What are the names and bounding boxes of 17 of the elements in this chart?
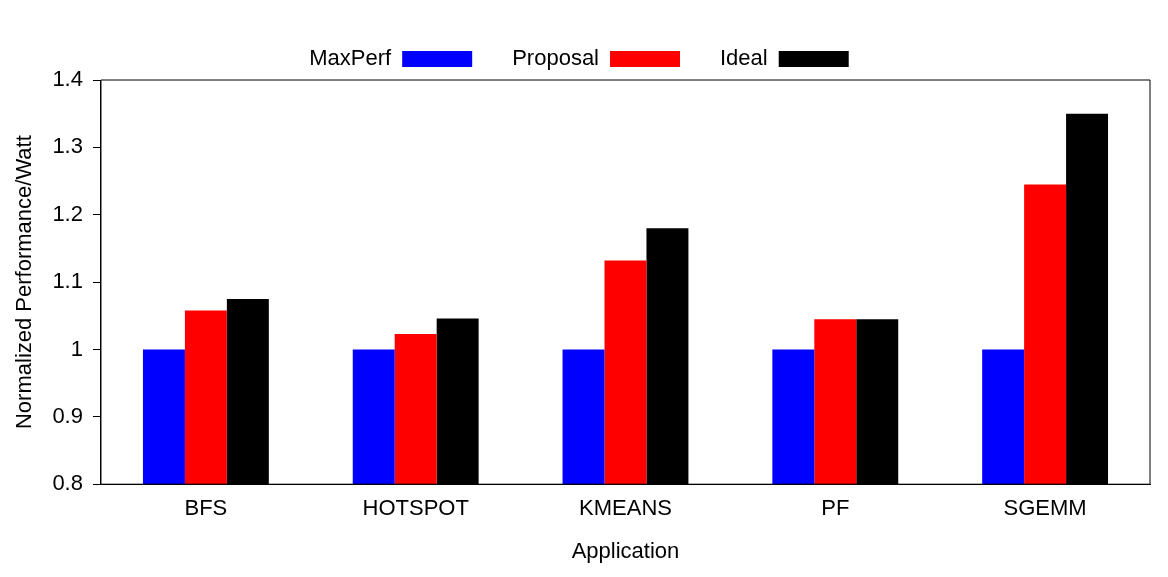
y-tick-label: 1.4 [52, 66, 83, 92]
y-tick-label: 0.8 [52, 470, 83, 496]
y-tick-label: 1.2 [52, 200, 83, 226]
y-tick-label: 1.1 [52, 268, 83, 294]
y-tick-label: 1.3 [52, 133, 83, 159]
y-tick-label: 0.9 [52, 402, 83, 428]
legend-label: Ideal [720, 45, 768, 71]
y-axis-title: Normalized Performance/Watt [11, 135, 37, 430]
x-tick-label: SGEMM [1003, 495, 1087, 521]
x-tick-label: BFS [184, 495, 228, 521]
x-tick-label: PF [821, 495, 850, 521]
legend-label: Proposal [512, 45, 600, 71]
x-tick-label: KMEANS [579, 495, 672, 521]
legend-label: MaxPerf [309, 45, 393, 71]
x-tick-label: HOTSPOT [362, 495, 469, 521]
x-axis-title: Application [571, 537, 680, 563]
y-tick-label: 1 [70, 335, 83, 361]
